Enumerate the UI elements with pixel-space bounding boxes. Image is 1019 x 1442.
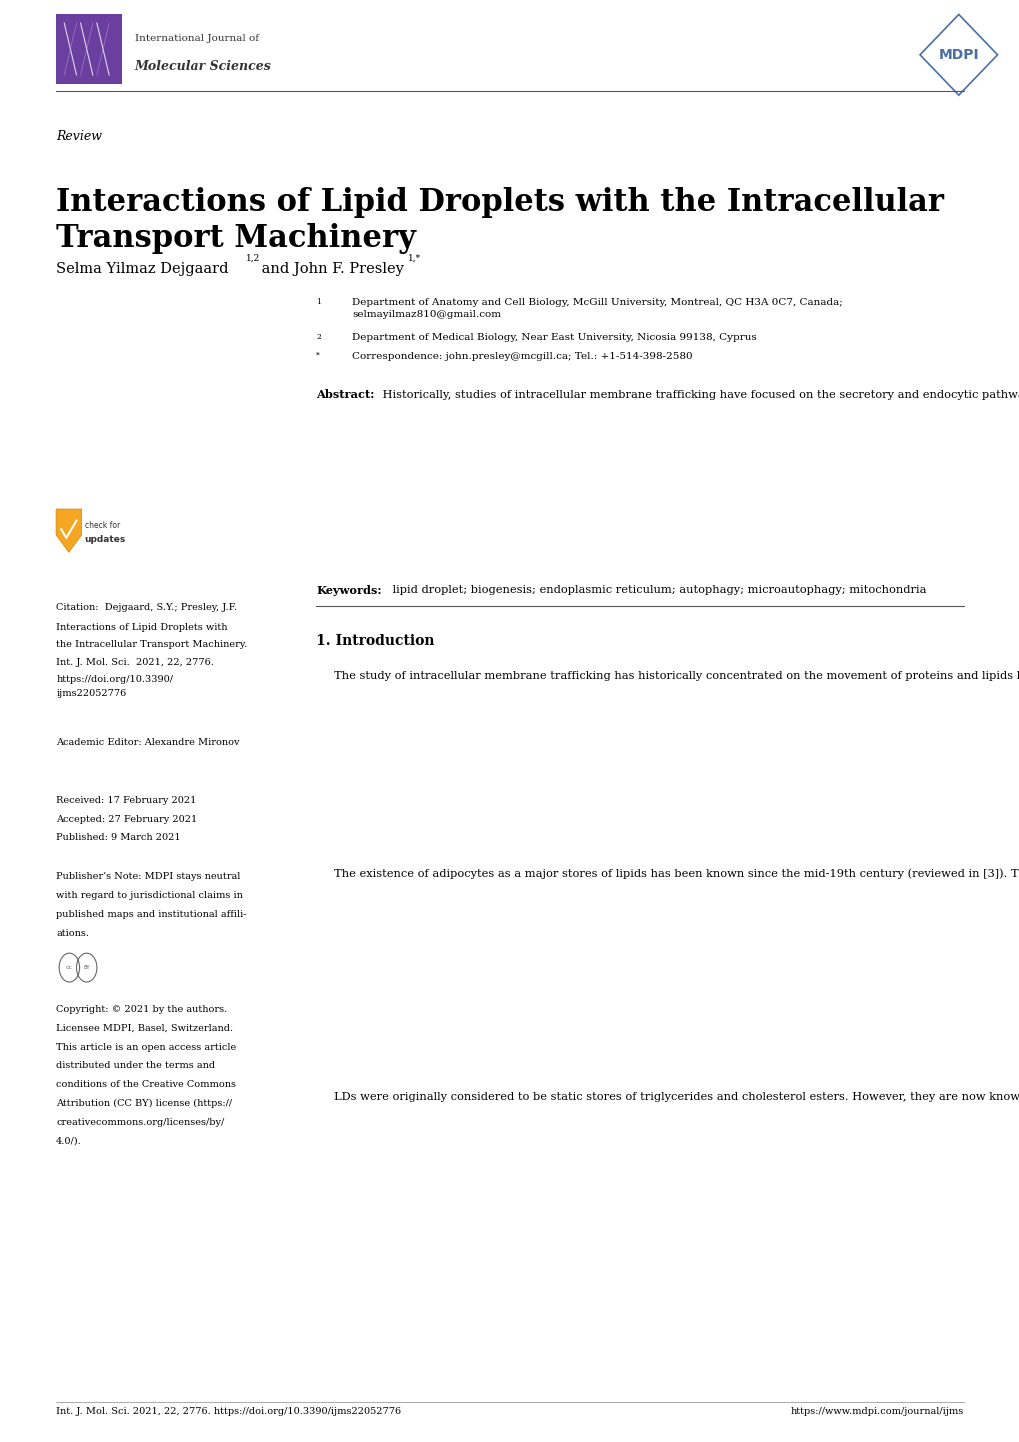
Text: with regard to jurisdictional claims in: with regard to jurisdictional claims in [56,891,243,900]
Text: Licensee MDPI, Basel, Switzerland.: Licensee MDPI, Basel, Switzerland. [56,1024,233,1032]
Text: cc: cc [66,965,72,970]
Text: 1: 1 [316,298,321,307]
Text: Molecular Sciences: Molecular Sciences [135,59,271,74]
Text: 1. Introduction: 1. Introduction [316,634,434,649]
Text: Department of Anatomy and Cell Biology, McGill University, Montreal, QC H3A 0C7,: Department of Anatomy and Cell Biology, … [352,298,842,319]
Text: 1,2: 1,2 [246,254,260,262]
Text: Int. J. Mol. Sci.  2021, 22, 2776.: Int. J. Mol. Sci. 2021, 22, 2776. [56,658,214,666]
Text: ijms22052776: ijms22052776 [56,689,126,698]
Text: and John F. Presley: and John F. Presley [257,262,409,277]
Text: Attribution (CC BY) license (https://: Attribution (CC BY) license (https:// [56,1099,232,1107]
Text: Department of Medical Biology, Near East University, Nicosia 99138, Cyprus: Department of Medical Biology, Near East… [352,333,756,342]
Text: Accepted: 27 February 2021: Accepted: 27 February 2021 [56,815,197,823]
Text: BY: BY [84,965,90,970]
Text: Academic Editor: Alexandre Mironov: Academic Editor: Alexandre Mironov [56,738,239,747]
Text: https://www.mdpi.com/journal/ijms: https://www.mdpi.com/journal/ijms [790,1407,963,1416]
Text: The existence of adipocytes as a major stores of lipids has been known since the: The existence of adipocytes as a major s… [316,868,1019,878]
Text: Published: 9 March 2021: Published: 9 March 2021 [56,833,180,842]
Text: Selma Yilmaz Dejgaard: Selma Yilmaz Dejgaard [56,262,233,277]
Text: This article is an open access article: This article is an open access article [56,1043,236,1051]
Text: distributed under the terms and: distributed under the terms and [56,1061,215,1070]
Text: Interactions of Lipid Droplets with the Intracellular
Transport Machinery: Interactions of Lipid Droplets with the … [56,187,944,254]
Text: the Intracellular Transport Machinery.: the Intracellular Transport Machinery. [56,640,248,649]
Text: Abstract:: Abstract: [316,389,374,401]
Text: Keywords:: Keywords: [316,585,381,597]
Text: published maps and institutional affili-: published maps and institutional affili- [56,910,247,919]
Polygon shape [56,509,82,552]
Text: check for: check for [85,521,120,529]
Text: updates: updates [85,535,125,544]
Text: LDs were originally considered to be static stores of triglycerides and choleste: LDs were originally considered to be sta… [316,1092,1019,1102]
Text: conditions of the Creative Commons: conditions of the Creative Commons [56,1080,235,1089]
Text: Historically, studies of intracellular membrane trafficking have focused on the : Historically, studies of intracellular m… [379,389,1019,399]
FancyBboxPatch shape [56,14,122,84]
Text: Review: Review [56,130,102,143]
Text: International Journal of: International Journal of [135,35,259,43]
Text: Copyright: © 2021 by the authors.: Copyright: © 2021 by the authors. [56,1005,227,1014]
Text: ations.: ations. [56,929,89,937]
Text: MDPI: MDPI [937,48,978,62]
Text: https://doi.org/10.3390/: https://doi.org/10.3390/ [56,675,173,684]
Text: creativecommons.org/licenses/by/: creativecommons.org/licenses/by/ [56,1118,224,1126]
Text: Interactions of Lipid Droplets with: Interactions of Lipid Droplets with [56,623,227,632]
Text: lipid droplet; biogenesis; endoplasmic reticulum; autophagy; microautophagy; mit: lipid droplet; biogenesis; endoplasmic r… [388,585,925,596]
Text: 4.0/).: 4.0/). [56,1136,82,1145]
Text: Received: 17 February 2021: Received: 17 February 2021 [56,796,197,805]
Text: Publisher’s Note: MDPI stays neutral: Publisher’s Note: MDPI stays neutral [56,872,240,881]
Text: Citation:  Dejgaard, S.Y.; Presley, J.F.: Citation: Dejgaard, S.Y.; Presley, J.F. [56,603,237,611]
Text: 1,*: 1,* [408,254,421,262]
Text: 2: 2 [316,333,321,342]
Text: Correspondence: john.presley@mcgill.ca; Tel.: +1-514-398-2580: Correspondence: john.presley@mcgill.ca; … [352,352,692,360]
Text: *: * [316,352,320,360]
Text: The study of intracellular membrane trafficking has historically concentrated on: The study of intracellular membrane traf… [316,671,1019,681]
Text: Int. J. Mol. Sci. 2021, 22, 2776. https://doi.org/10.3390/ijms22052776: Int. J. Mol. Sci. 2021, 22, 2776. https:… [56,1407,400,1416]
